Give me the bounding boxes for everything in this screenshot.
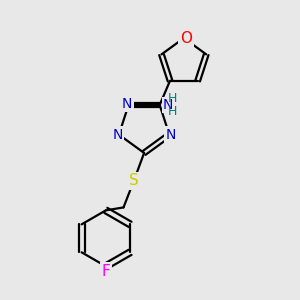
Text: H: H bbox=[168, 92, 177, 105]
Text: N: N bbox=[112, 128, 123, 142]
Text: F: F bbox=[101, 264, 110, 279]
Text: O: O bbox=[180, 31, 192, 46]
Text: H: H bbox=[168, 105, 177, 118]
Text: N: N bbox=[166, 128, 176, 142]
Text: N: N bbox=[163, 98, 173, 112]
Text: S: S bbox=[129, 173, 139, 188]
Text: N: N bbox=[122, 97, 132, 110]
